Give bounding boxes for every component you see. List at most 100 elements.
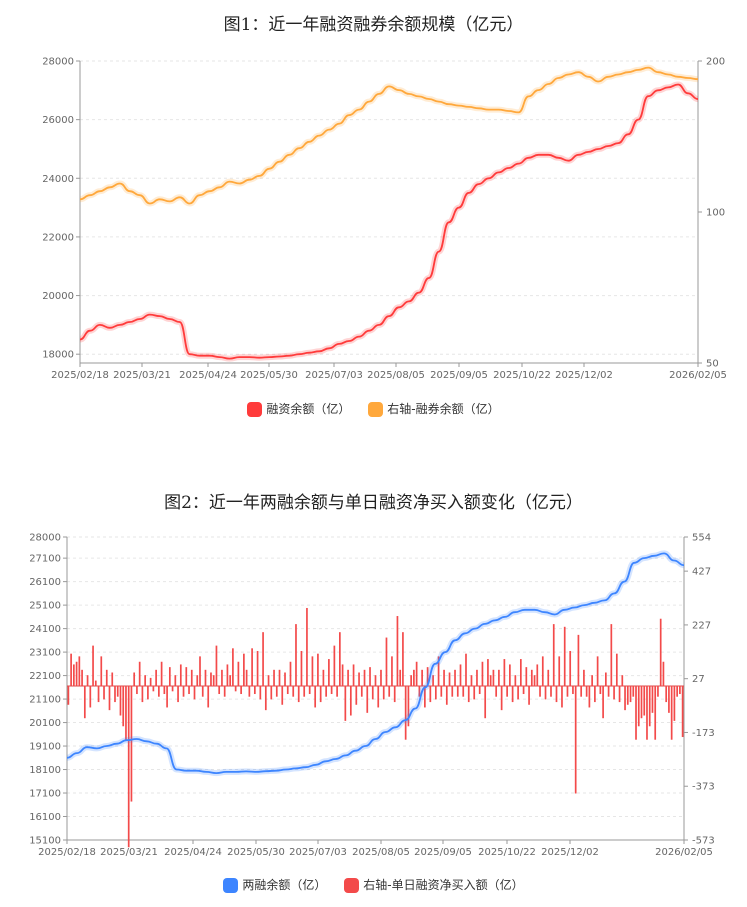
x-tick-label: 2025/08/05 [352, 847, 410, 858]
net-buy-bar [89, 685, 92, 708]
net-buy-bar [594, 685, 596, 703]
x-tick-label: 2025/12/02 [541, 847, 599, 858]
net-buy-bar [385, 637, 388, 686]
net-buy-bar [500, 685, 503, 711]
net-buy-bar [407, 685, 410, 727]
net-buy-bar [566, 685, 569, 697]
y-right-tick-label: 554 [692, 533, 711, 544]
net-buy-bar [550, 685, 552, 697]
legend-item-two-margin-balance[interactable]: 两融余额（亿） [223, 876, 326, 893]
net-buy-bar [358, 672, 360, 686]
net-buy-bar [149, 677, 152, 686]
net-buy-bar [536, 664, 539, 686]
x-tick-label: 2025/02/18 [38, 847, 96, 858]
y-right-tick-label: 427 [692, 567, 711, 578]
net-buy-bar [275, 685, 278, 697]
net-buy-bar [657, 685, 659, 697]
net-buy-bar [484, 685, 487, 719]
net-buy-bar [481, 661, 484, 686]
net-buy-bar [399, 669, 402, 686]
net-buy-bar [177, 685, 179, 703]
y-left-tick-label: 19100 [29, 742, 61, 753]
net-buy-bar [127, 685, 130, 848]
net-buy-bar [679, 685, 681, 695]
net-buy-bar [278, 669, 281, 686]
net-buy-bar [432, 675, 434, 686]
net-buy-bar [174, 675, 177, 686]
net-buy-bar [94, 680, 97, 686]
net-buy-bar [563, 626, 566, 686]
net-buy-bar [569, 650, 572, 686]
net-buy-bar [429, 685, 432, 703]
net-buy-bar [328, 659, 330, 686]
net-buy-bar [223, 685, 226, 697]
net-buy-bar [229, 675, 232, 686]
net-buy-bar [632, 685, 635, 697]
net-buy-bar [415, 661, 418, 686]
net-buy-bar [665, 685, 668, 703]
net-buy-bar [585, 685, 588, 697]
net-buy-bar [352, 664, 355, 686]
net-buy-bar [363, 669, 366, 686]
net-buy-bar [311, 656, 314, 686]
net-buy-bar [440, 685, 443, 697]
x-tick-label: 2025/05/30 [227, 847, 285, 858]
net-buy-bar [190, 669, 193, 686]
net-buy-bar [306, 607, 308, 686]
net-buy-bar [624, 685, 626, 711]
net-buy-bar [509, 664, 511, 686]
net-buy-bar [168, 667, 171, 686]
net-buy-bar [199, 656, 201, 686]
legend-item-financing-balance[interactable]: 融资余额（亿） [247, 400, 350, 417]
net-buy-bar [607, 685, 610, 697]
net-buy-bar [519, 659, 522, 686]
y-left-tick-label: 18100 [29, 765, 61, 776]
net-buy-bar [92, 645, 94, 686]
net-buy-bar [572, 685, 574, 695]
net-buy-bar [541, 656, 544, 686]
net-buy-bar [413, 669, 415, 686]
net-buy-bar [237, 661, 240, 686]
net-buy-bar [201, 685, 204, 697]
net-buy-bar [377, 685, 380, 708]
net-buy-bar [141, 685, 144, 703]
net-buy-bar [605, 672, 607, 686]
net-buy-bar [182, 685, 185, 697]
net-buy-bar [108, 685, 111, 711]
chart2-plot: 15100 16100 17100 18100 19100 20100 21100 22100… [29, 533, 715, 859]
net-buy-bar [245, 669, 248, 686]
y-left-tick-label: 17100 [29, 789, 61, 800]
net-buy-bar [215, 645, 218, 686]
net-buy-bar [210, 672, 212, 686]
x-tick-label: 2025/07/03 [289, 847, 347, 858]
x-tick-label: 2025/03/21 [113, 370, 171, 381]
net-buy-bar [292, 685, 295, 697]
x-tick-label: 2025/03/21 [100, 847, 158, 858]
net-buy-bar [404, 685, 407, 740]
net-buy-bar [119, 685, 122, 716]
net-buy-bar [105, 669, 108, 686]
net-buy-bar [443, 669, 445, 686]
net-buy-bar [426, 667, 429, 686]
y-left-tick-label: 15100 [29, 836, 61, 847]
net-buy-bar [673, 685, 676, 721]
y-right-tick-label: 200 [706, 57, 725, 68]
net-buy-bar [267, 675, 270, 686]
net-buy-bar [495, 685, 498, 697]
y-left-tick-label: 16100 [29, 812, 61, 823]
net-buy-bar [297, 685, 300, 703]
net-buy-bar [451, 685, 454, 697]
x-tick-label: 2025/04/24 [164, 847, 222, 858]
net-buy-bar [388, 685, 391, 697]
net-buy-bar [136, 685, 138, 695]
net-buy-bar [374, 675, 377, 686]
legend-item-net-buy[interactable]: 右轴-单日融资净买入额（亿） [344, 876, 524, 893]
net-buy-bar [360, 685, 363, 697]
y-left-tick-label: 18000 [42, 350, 74, 361]
net-buy-bar [240, 685, 242, 695]
legend-item-short-balance[interactable]: 右轴-融券余额（亿） [368, 400, 500, 417]
net-buy-bar [226, 664, 229, 686]
net-buy-bar [470, 675, 473, 686]
net-buy-bar [478, 685, 481, 695]
net-buy-bar [437, 656, 440, 686]
